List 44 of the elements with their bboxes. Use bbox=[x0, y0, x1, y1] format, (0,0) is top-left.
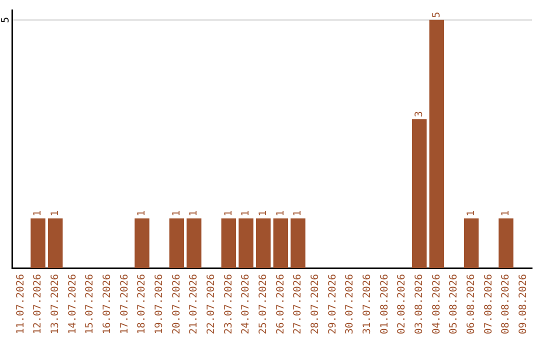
x-tick-label: 03.08.2026 bbox=[414, 274, 425, 334]
data-label: 1 bbox=[500, 210, 512, 216]
x-tick-label: 11.07.2026 bbox=[15, 274, 26, 334]
x-tick-label: 14.07.2026 bbox=[67, 274, 78, 334]
data-label: 1 bbox=[32, 210, 44, 216]
x-tick-label: 22.07.2026 bbox=[206, 274, 217, 334]
x-tick-label: 30.07.2026 bbox=[344, 274, 356, 334]
data-label: 1 bbox=[188, 210, 200, 216]
x-tick-label: 28.07.2026 bbox=[310, 274, 321, 334]
data-label: 1 bbox=[50, 210, 61, 216]
x-tick-label: 12.07.2026 bbox=[32, 274, 44, 334]
data-label: 1 bbox=[258, 210, 269, 216]
data-label: 1 bbox=[275, 210, 286, 216]
data-label: 1 bbox=[136, 210, 148, 216]
data-label: 1 bbox=[240, 210, 252, 216]
x-tick-label: 26.07.2026 bbox=[275, 274, 286, 334]
x-tick-label: 18.07.2026 bbox=[136, 274, 148, 334]
x-tick-label: 15.07.2026 bbox=[84, 274, 96, 334]
x-tick-label: 23.07.2026 bbox=[223, 274, 234, 334]
x-tick-label: 09.08.2026 bbox=[518, 274, 529, 334]
x-tick-label: 29.07.2026 bbox=[327, 274, 338, 334]
x-tick-label: 07.08.2026 bbox=[483, 274, 494, 334]
data-label: 1 bbox=[466, 210, 477, 216]
x-tick-label: 31.07.2026 bbox=[362, 274, 373, 334]
x-tick-label: 16.07.2026 bbox=[102, 274, 113, 334]
data-label: 1 bbox=[223, 210, 234, 216]
x-tick-label: 05.08.2026 bbox=[448, 274, 460, 334]
x-tick-label: 06.08.2026 bbox=[466, 274, 477, 334]
x-tick-label: 21.07.2026 bbox=[188, 274, 200, 334]
x-tick-label: 17.07.2026 bbox=[119, 274, 130, 334]
x-tick-label: 02.08.2026 bbox=[396, 274, 408, 334]
data-label: 5 bbox=[431, 12, 442, 18]
x-tick-label: 04.08.2026 bbox=[431, 274, 442, 334]
data-label: 3 bbox=[414, 111, 425, 118]
data-label: 1 bbox=[171, 210, 182, 216]
x-tick-label: 13.07.2026 bbox=[50, 274, 61, 334]
x-tick-label: 01.08.2026 bbox=[379, 274, 390, 334]
x-tick-label: 25.07.2026 bbox=[258, 274, 269, 334]
x-tick-label: 19.07.2026 bbox=[154, 274, 165, 334]
x-tick-label: 08.08.2026 bbox=[500, 274, 512, 334]
x-tick-label: 24.07.2026 bbox=[240, 274, 252, 334]
x-tick-label: 20.07.2026 bbox=[171, 274, 182, 334]
x-tick-label: 27.07.2026 bbox=[292, 274, 304, 334]
data-label: 1 bbox=[292, 210, 304, 216]
